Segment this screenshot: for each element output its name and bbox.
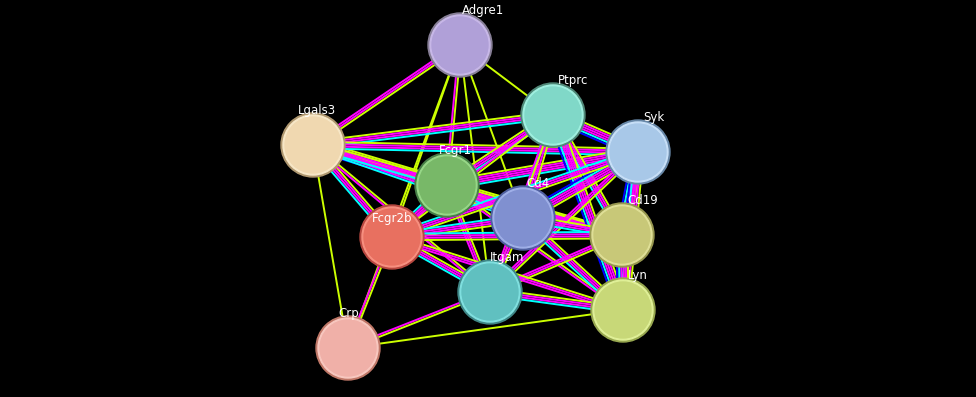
Text: Cd19: Cd19 [627,194,658,207]
Circle shape [521,83,585,147]
Circle shape [281,113,345,177]
Circle shape [318,318,378,378]
Circle shape [285,117,341,173]
Text: Adgre1: Adgre1 [462,4,505,17]
Text: Syk: Syk [643,111,665,124]
Text: Itgam: Itgam [490,251,524,264]
Circle shape [590,203,654,267]
Circle shape [458,260,522,324]
Circle shape [417,155,477,215]
Circle shape [283,115,343,175]
Circle shape [362,207,422,267]
Circle shape [493,188,553,248]
Circle shape [593,280,653,340]
Circle shape [419,157,475,213]
Circle shape [595,282,651,338]
Circle shape [430,15,490,75]
Text: Fcgr1: Fcgr1 [439,144,472,157]
Circle shape [591,278,655,342]
Circle shape [460,262,520,322]
Text: Crp: Crp [338,307,359,320]
Text: Lgals3: Lgals3 [298,104,336,117]
Circle shape [316,316,380,380]
Text: Lyn: Lyn [628,269,648,282]
Circle shape [495,190,551,246]
Circle shape [608,122,668,182]
Circle shape [415,153,479,217]
Circle shape [491,186,555,250]
Circle shape [364,209,420,265]
Circle shape [606,120,670,184]
Circle shape [610,124,666,180]
Text: Ptprc: Ptprc [558,74,589,87]
Circle shape [432,17,488,73]
Text: Cd4: Cd4 [526,177,549,190]
Text: Fcgr2b: Fcgr2b [372,212,413,225]
Circle shape [360,205,424,269]
Circle shape [592,205,652,265]
Circle shape [523,85,583,145]
Circle shape [320,320,376,376]
Circle shape [462,264,518,320]
Circle shape [525,87,581,143]
Circle shape [594,207,650,263]
Circle shape [428,13,492,77]
